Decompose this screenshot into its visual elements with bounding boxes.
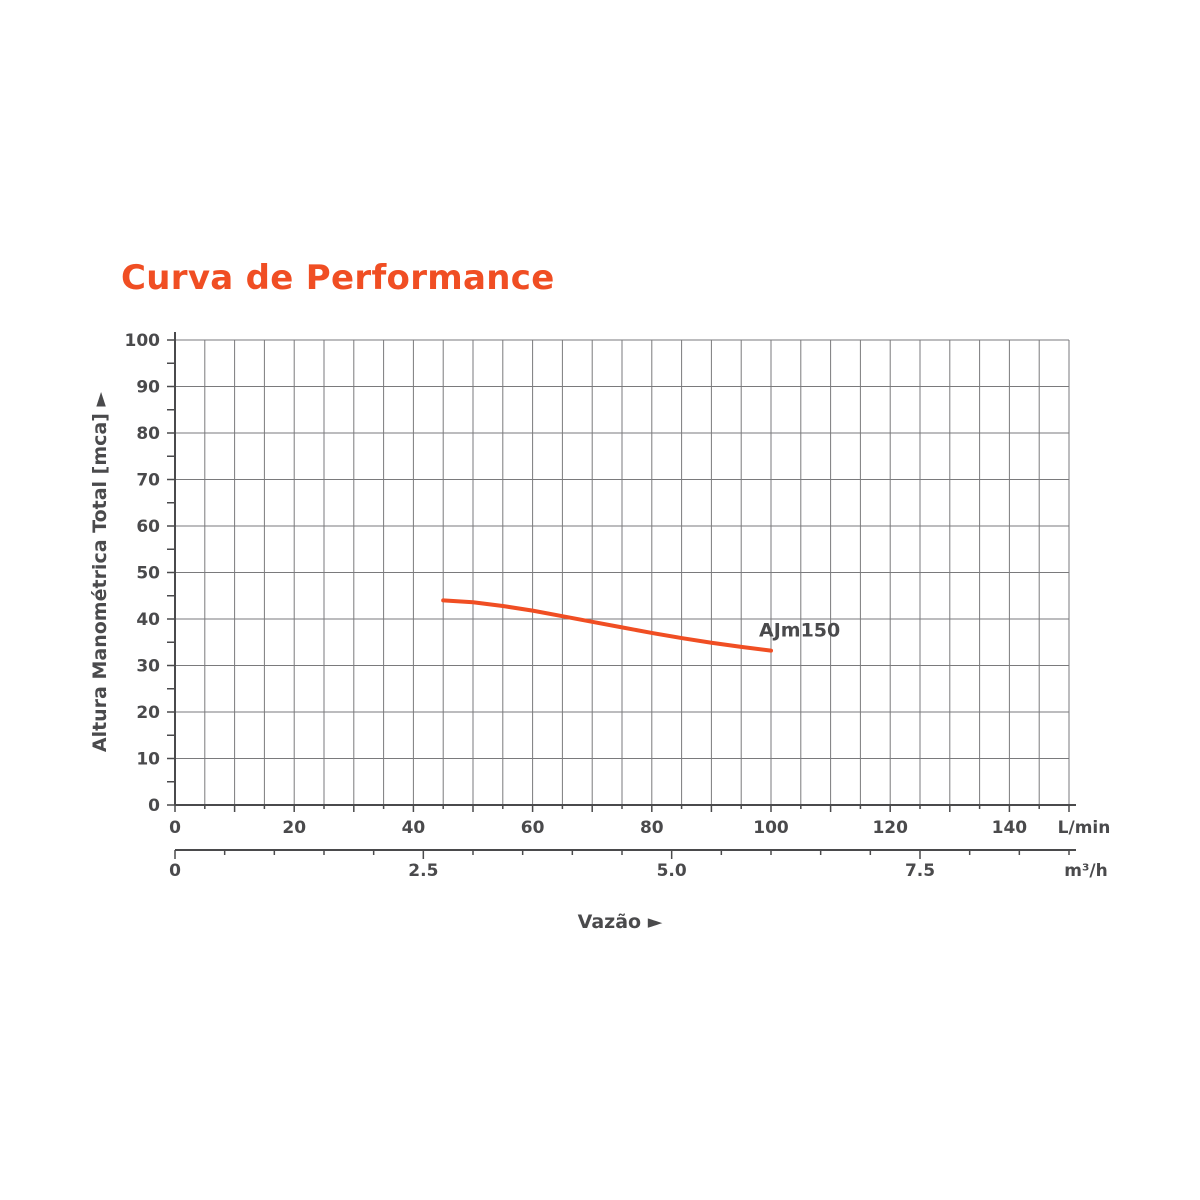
x-unit-label: L/min [1058, 818, 1111, 838]
y-tick-label: 20 [136, 703, 160, 723]
x-tick-label: 120 [872, 818, 908, 838]
x-tick-label: 40 [402, 818, 426, 838]
y-tick-label: 10 [136, 750, 160, 770]
y-tick-label: 60 [136, 517, 160, 537]
x-tick-label: 140 [992, 818, 1028, 838]
y-tick-label: 100 [125, 331, 161, 351]
chart-title: Curva de Performance [121, 258, 555, 298]
x2-tick-label: 0 [169, 861, 181, 881]
x2-unit-label: m³/h [1064, 861, 1107, 881]
y-tick-label: 30 [136, 657, 160, 677]
tick-labels: 0 10 20 30 40 50 60 70 80 90 100 0 20 40 60 80 100 120 140… [125, 331, 1111, 881]
x-tick-label: 100 [753, 818, 789, 838]
grid-lines [175, 339, 1070, 805]
x-tick-label: 60 [521, 818, 545, 838]
y-axis-title: Altura Manométrica Total [mca] ► [89, 391, 111, 752]
x2-tick-label: 5.0 [657, 861, 687, 881]
y-tick-label: 80 [136, 424, 160, 444]
y-tick-label: 40 [136, 610, 160, 630]
tick-marks [167, 339, 1070, 859]
x-tick-label: 0 [169, 818, 181, 838]
series-label: AJm150 [759, 620, 840, 642]
series-line [441, 598, 773, 653]
x-axis-title: Vazão ► [578, 911, 663, 933]
x2-tick-label: 7.5 [905, 861, 935, 881]
axes [174, 332, 1076, 851]
series-layer: AJm150 [441, 598, 840, 653]
y-tick-label: 50 [136, 564, 160, 584]
y-tick-label: 0 [148, 796, 160, 816]
y-tick-label: 70 [136, 471, 160, 491]
x-tick-label: 20 [282, 818, 306, 838]
y-tick-label: 90 [136, 378, 160, 398]
x2-tick-label: 2.5 [408, 861, 438, 881]
x-tick-label: 80 [640, 818, 664, 838]
